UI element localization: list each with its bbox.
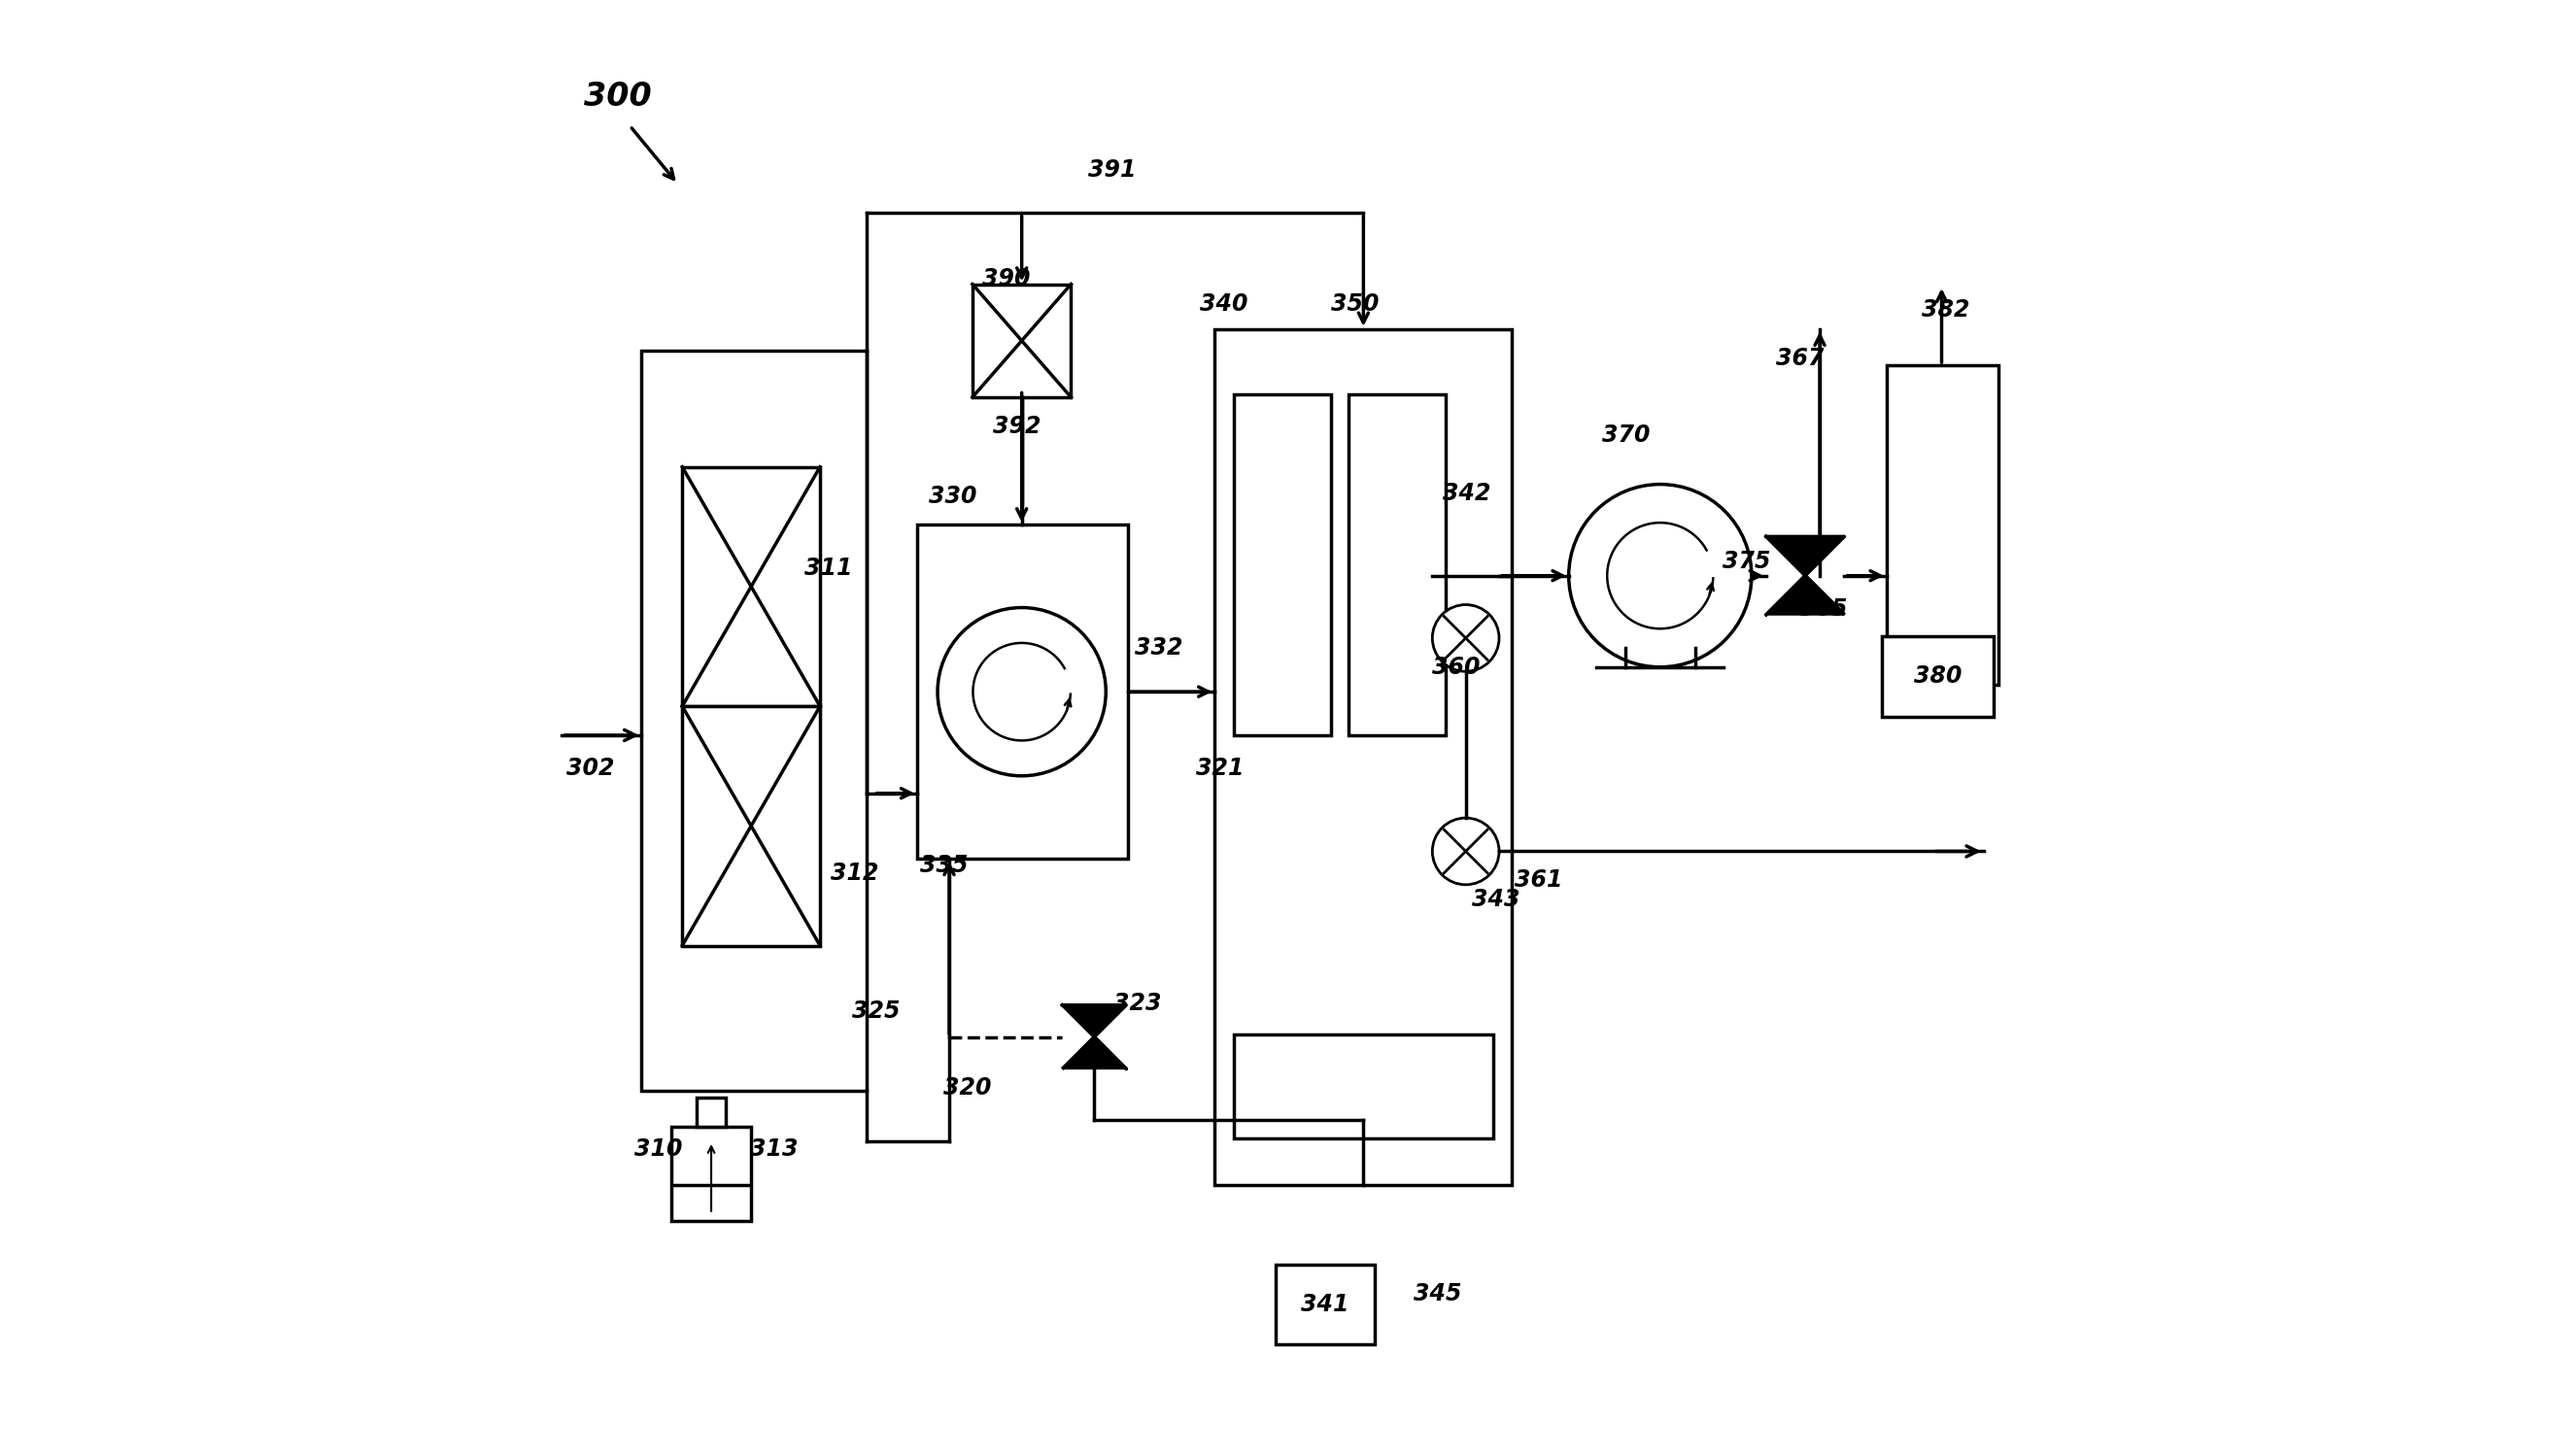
- Text: 312: 312: [829, 862, 878, 885]
- Bar: [1234, 395, 1331, 735]
- Text: 367: 367: [1777, 347, 1825, 370]
- Text: 380: 380: [1915, 665, 1961, 689]
- Circle shape: [1569, 485, 1751, 667]
- Polygon shape: [1062, 1005, 1126, 1037]
- Circle shape: [1434, 818, 1500, 885]
- Bar: [681, 467, 819, 706]
- Bar: [1349, 395, 1446, 735]
- Text: 320: 320: [945, 1076, 991, 1099]
- Bar: [1887, 365, 1999, 684]
- Text: 390: 390: [983, 266, 1032, 290]
- Text: 321: 321: [1196, 757, 1244, 780]
- Text: 313: 313: [750, 1137, 799, 1160]
- Text: 343: 343: [1472, 888, 1521, 911]
- Polygon shape: [1766, 536, 1843, 575]
- Polygon shape: [1062, 1037, 1126, 1069]
- Polygon shape: [1766, 575, 1843, 614]
- Bar: [1882, 636, 1994, 716]
- Text: 382: 382: [1923, 298, 1969, 322]
- Text: 391: 391: [1088, 157, 1137, 181]
- Bar: [1275, 1265, 1375, 1344]
- Bar: [681, 706, 819, 945]
- Text: 323: 323: [1114, 992, 1162, 1015]
- Bar: [1234, 1034, 1492, 1139]
- Circle shape: [937, 607, 1106, 776]
- Bar: [696, 1098, 724, 1127]
- Text: 311: 311: [804, 556, 852, 579]
- Bar: [1213, 329, 1513, 1185]
- Bar: [643, 351, 865, 1091]
- Bar: [671, 1127, 750, 1222]
- Text: 361: 361: [1516, 869, 1564, 893]
- Text: 335: 335: [919, 855, 968, 878]
- Text: 360: 360: [1434, 655, 1480, 678]
- Text: 310: 310: [635, 1137, 684, 1160]
- Text: 330: 330: [929, 485, 978, 508]
- Text: 332: 332: [1134, 636, 1183, 660]
- Text: 350: 350: [1331, 293, 1380, 316]
- Bar: [973, 284, 1070, 397]
- Text: 392: 392: [993, 415, 1042, 438]
- Text: 370: 370: [1603, 424, 1651, 447]
- Text: 341: 341: [1300, 1293, 1349, 1316]
- Text: 325: 325: [852, 999, 901, 1022]
- Circle shape: [1434, 604, 1500, 671]
- Text: 342: 342: [1441, 482, 1490, 505]
- Text: 365: 365: [1800, 597, 1848, 620]
- Text: 375: 375: [1723, 549, 1772, 572]
- Bar: [916, 526, 1126, 859]
- Text: 340: 340: [1201, 293, 1249, 316]
- Text: 345: 345: [1413, 1283, 1462, 1306]
- Text: 302: 302: [566, 757, 614, 780]
- Text: 300: 300: [584, 82, 650, 114]
